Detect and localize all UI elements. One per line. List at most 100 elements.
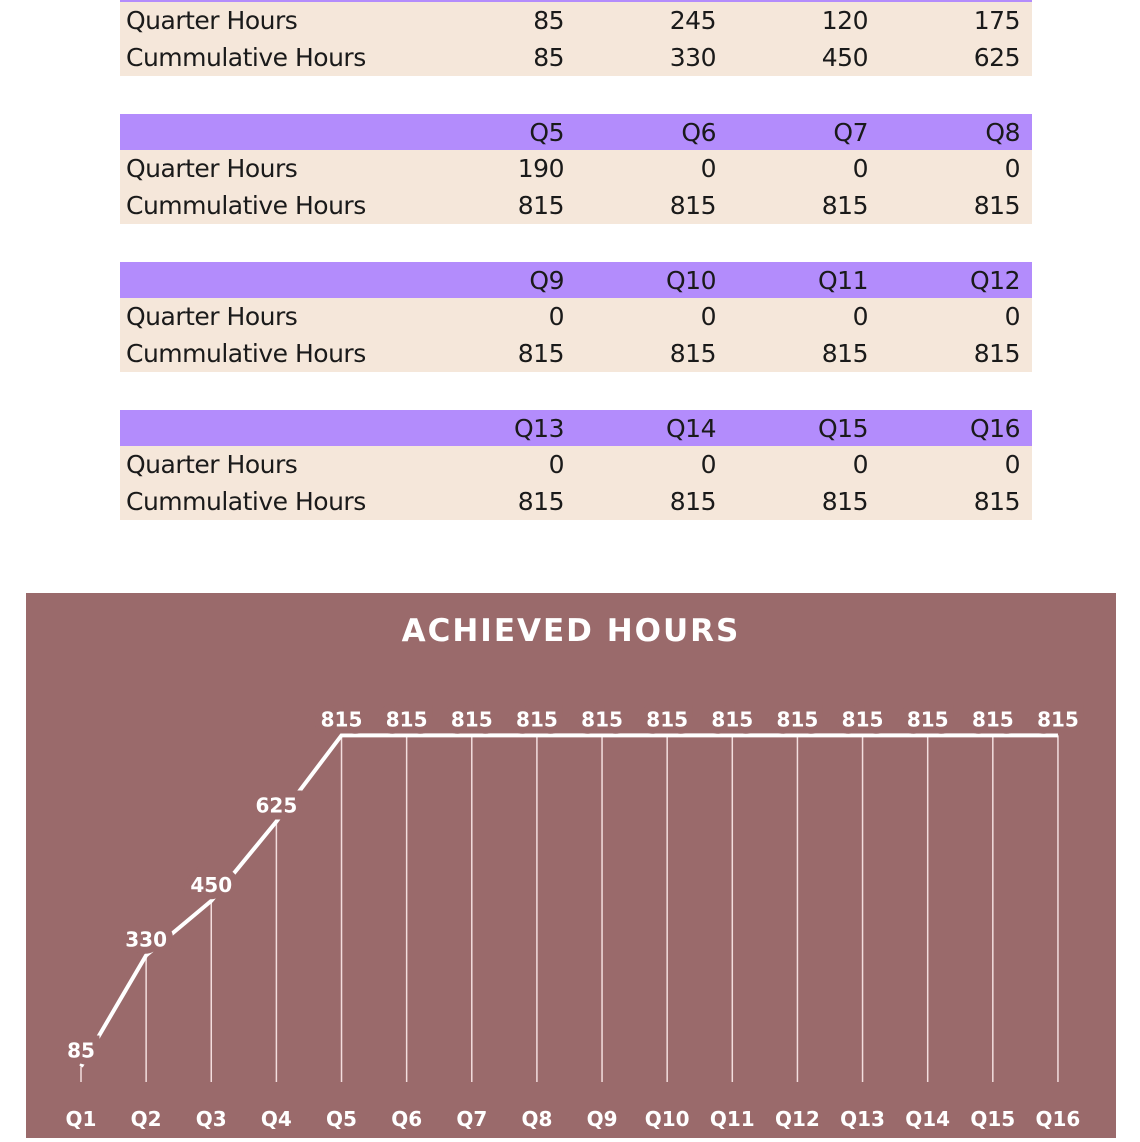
cell-value: 85	[533, 6, 564, 35]
x-tick-label: Q2	[131, 1107, 162, 1131]
cell-value: 815	[973, 191, 1021, 220]
data-label: 85	[67, 1038, 95, 1062]
data-label: 815	[646, 707, 688, 731]
cell-value: 175	[973, 6, 1021, 35]
table-row-quarter-hours: Quarter Hours 0 0 0 0	[120, 298, 1032, 335]
data-label: 815	[711, 707, 753, 731]
quarter-header: Q7	[833, 117, 868, 147]
row-label: Quarter Hours	[126, 154, 298, 183]
cell-value: 0	[1004, 302, 1021, 331]
quarter-header: Q5	[529, 117, 564, 147]
table-row-cumulative-hours: Cummulative Hours 815 815 815 815	[120, 187, 1032, 224]
row-label: Cummulative Hours	[126, 191, 366, 220]
table-row-cumulative-hours: Cummulative Hours 815 815 815 815	[120, 335, 1032, 372]
table-row-cumulative-hours: Cummulative Hours 85 330 450 625	[120, 39, 1032, 76]
cell-value: 815	[821, 487, 869, 516]
cell-value: 245	[669, 6, 717, 35]
x-tick-label: Q7	[456, 1107, 487, 1131]
achieved-hours-chart: ACHIEVED HOURS 85 330 450 625 815 815 815 815 81…	[26, 593, 1116, 1138]
cell-value: 815	[821, 339, 869, 368]
row-label: Quarter Hours	[126, 6, 298, 35]
cell-value: 0	[548, 450, 565, 479]
table-row-quarter-hours: Quarter Hours 190 0 0 0	[120, 150, 1032, 187]
data-label: 815	[907, 707, 949, 731]
data-label: 450	[190, 873, 232, 897]
cell-value: 450	[821, 43, 869, 72]
cell-value: 0	[700, 302, 717, 331]
x-tick-label: Q6	[391, 1107, 422, 1131]
row-label: Cummulative Hours	[126, 487, 366, 516]
x-tick-label: Q14	[905, 1107, 950, 1131]
quarter-header: Q6	[681, 117, 716, 147]
x-tick-label: Q4	[261, 1107, 292, 1131]
cell-value: 625	[973, 43, 1021, 72]
data-label: 815	[451, 707, 493, 731]
hours-table-2: Q5 Q6 Q7 Q8 Quarter Hours 190 0 0 0 Cummulative H…	[120, 114, 1032, 224]
cell-value: 0	[852, 154, 869, 183]
cell-value: 190	[517, 154, 565, 183]
table-row-cumulative-hours: Cummulative Hours 815 815 815 815	[120, 483, 1032, 520]
x-tick-label: Q11	[710, 1107, 755, 1131]
row-label: Cummulative Hours	[126, 43, 366, 72]
cell-value: 0	[700, 450, 717, 479]
cell-value: 0	[700, 154, 717, 183]
cell-value: 0	[548, 302, 565, 331]
data-label: 815	[972, 707, 1014, 731]
cell-value: 85	[533, 43, 564, 72]
cell-value: 0	[852, 302, 869, 331]
cell-value: 815	[973, 487, 1021, 516]
cell-value: 815	[669, 339, 717, 368]
x-tick-label: Q13	[840, 1107, 885, 1131]
cell-value: 815	[517, 487, 565, 516]
x-tick-label: Q1	[66, 1107, 97, 1131]
x-tick-label: Q16	[1036, 1107, 1081, 1131]
x-tick-label: Q9	[587, 1107, 618, 1131]
cell-value: 330	[669, 43, 717, 72]
hours-table-3: Q9 Q10 Q11 Q12 Quarter Hours 0 0 0 0 Cummulative …	[120, 262, 1032, 372]
quarter-header: Q8	[985, 117, 1020, 147]
x-tick-label: Q15	[970, 1107, 1015, 1131]
data-label: 815	[842, 707, 884, 731]
cell-value: 815	[821, 191, 869, 220]
quarter-header: Q14	[666, 413, 717, 443]
chart-title: ACHIEVED HOURS	[402, 613, 741, 649]
quarter-header: Q9	[529, 265, 564, 295]
table-header-row: Q9 Q10 Q11 Q12	[120, 262, 1032, 298]
cell-value: 0	[852, 450, 869, 479]
data-label: 815	[581, 707, 623, 731]
table-header-row: Q13 Q14 Q15 Q16	[120, 410, 1032, 446]
x-tick-label: Q8	[521, 1107, 552, 1131]
hours-table-4: Q13 Q14 Q15 Q16 Quarter Hours 0 0 0 0 Cummulative…	[120, 410, 1032, 520]
cell-value: 0	[1004, 450, 1021, 479]
cell-value: 815	[669, 487, 717, 516]
quarter-header: Q13	[514, 413, 565, 443]
data-label: 815	[516, 707, 558, 731]
series-line	[79, 733, 1058, 1068]
cell-value: 815	[517, 191, 565, 220]
quarter-header: Q10	[666, 265, 717, 295]
quarter-header: Q16	[970, 413, 1021, 443]
x-tick-label: Q10	[645, 1107, 690, 1131]
x-tick-label: Q5	[326, 1107, 357, 1131]
data-label: 625	[256, 794, 298, 818]
row-label: Cummulative Hours	[126, 339, 366, 368]
cell-value: 815	[517, 339, 565, 368]
table-header-row: Q5 Q6 Q7 Q8	[120, 114, 1032, 150]
row-label: Quarter Hours	[126, 302, 298, 331]
data-label: 815	[1037, 707, 1079, 731]
cell-value: 120	[821, 6, 869, 35]
chart-svg: ACHIEVED HOURS 85 330 450 625 815 815 815 815 81…	[60, 613, 1086, 1131]
table-row-quarter-hours: Quarter Hours 85 245 120 175	[120, 2, 1032, 39]
cell-value: 815	[973, 339, 1021, 368]
data-label: 330	[125, 927, 167, 951]
data-label: 815	[386, 707, 428, 731]
data-label: 815	[321, 707, 363, 731]
quarter-header: Q11	[818, 265, 869, 295]
x-tick-label: Q3	[196, 1107, 227, 1131]
quarter-header: Q15	[818, 413, 869, 443]
data-label: 815	[777, 707, 819, 731]
quarter-header: Q12	[970, 265, 1021, 295]
row-label: Quarter Hours	[126, 450, 298, 479]
